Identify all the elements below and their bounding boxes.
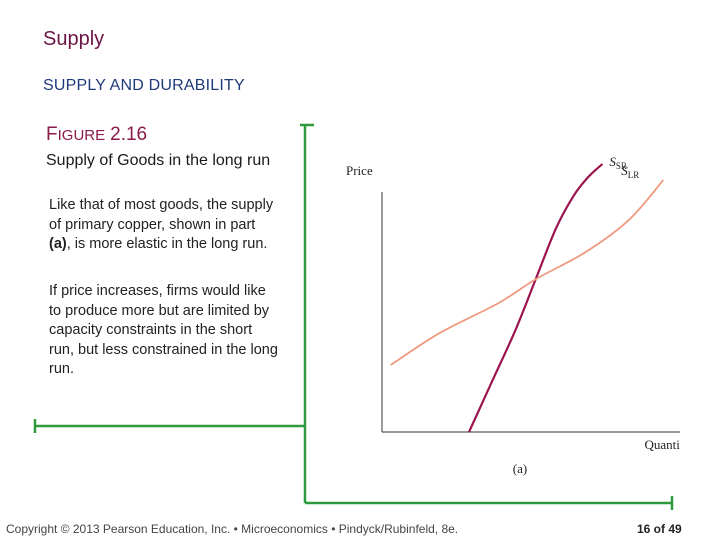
series-line-sr	[467, 163, 604, 433]
y-axis-label: Price	[346, 163, 373, 178]
slide-title: Supply	[43, 28, 105, 50]
paragraph-1: Like that of most goods, the supply of p…	[49, 196, 279, 255]
chart-axes	[381, 192, 680, 433]
panel-label: (a)	[513, 461, 527, 476]
paragraph-1-after: , is more elastic in the long run.	[66, 236, 268, 252]
series-label-sr: SSR	[609, 154, 627, 171]
footer-copyright: Copyright © 2013 Pearson Education, Inc.…	[6, 522, 459, 536]
series-label-lr: SLR	[621, 163, 639, 180]
figure-label: FIGURE 2.16	[46, 124, 147, 146]
figure-number: 2.16	[110, 124, 148, 145]
figure-label-word: IGURE	[57, 127, 106, 144]
figure-caption: Supply of Goods in the long run	[46, 152, 271, 169]
page-number: 16 of 49	[637, 522, 682, 536]
paragraph-1-bold: (a)	[49, 236, 67, 252]
series-line-lr	[390, 179, 664, 366]
figure-label-initial: F	[46, 124, 58, 145]
paragraph-1-before: Like that of most goods, the supply of p…	[49, 197, 274, 233]
section-title: SUPPLY AND DURABILITY	[43, 77, 245, 94]
x-axis-label: Quantity	[645, 437, 681, 452]
paragraph-2: If price increases, firms would like to …	[49, 283, 278, 377]
